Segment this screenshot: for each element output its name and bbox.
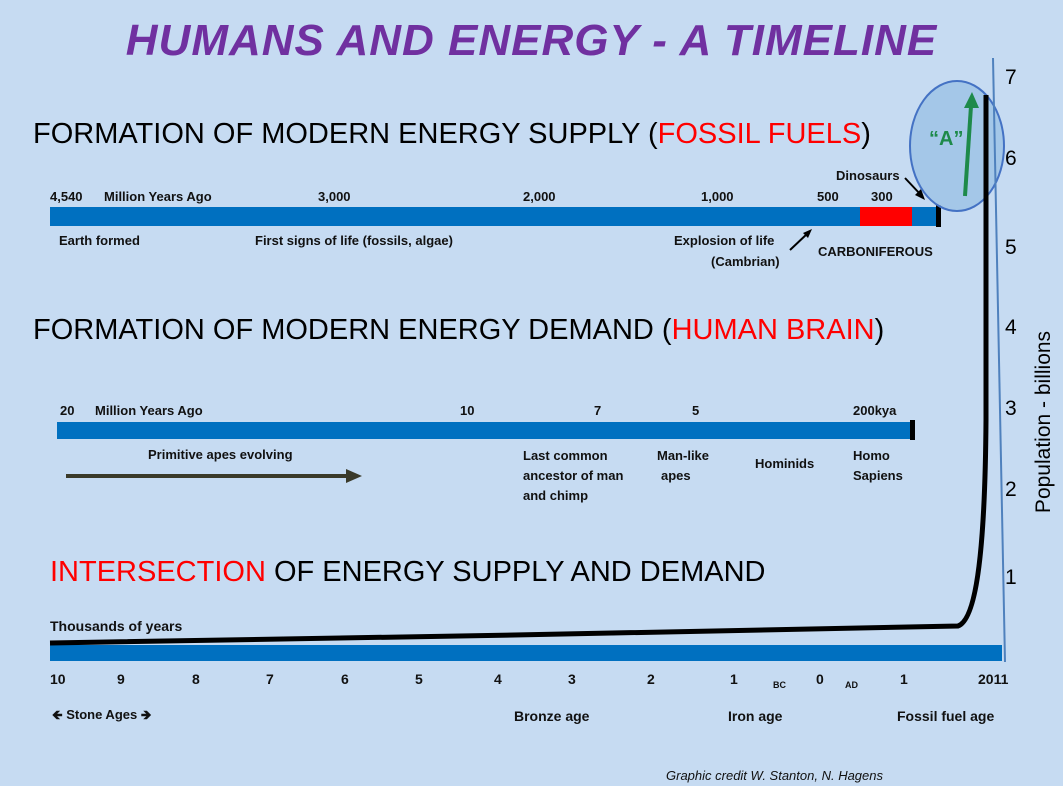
cambrian-arrow — [789, 229, 812, 251]
explosion-line2: (Cambrian) — [711, 254, 780, 269]
int-tick-4: 4 — [494, 671, 502, 687]
demand-heading-pre: FORMATION OF MODERN ENERGY DEMAND ( — [33, 314, 672, 346]
int-tick-0: 0 — [816, 671, 824, 687]
supply-tick-2000: 2,000 — [523, 189, 556, 204]
supply-tick-300: 300 — [871, 189, 893, 204]
supply-tick-500: 500 — [817, 189, 839, 204]
left-arrow-icon: 🡸 — [52, 707, 63, 722]
manlike-line2: apes — [661, 468, 691, 483]
population-axis-line — [992, 57, 1006, 663]
pop-tick-2: 2 — [1005, 478, 1017, 501]
last-common-line2: ancestor of man — [523, 468, 624, 483]
demand-tick-unit: Million Years Ago — [95, 403, 203, 418]
demand-heading-highlight: HUMAN BRAIN — [671, 314, 875, 346]
thousands-label: Thousands of years — [50, 618, 183, 634]
demand-tick-7: 7 — [594, 403, 602, 418]
homo-line2: Sapiens — [853, 468, 903, 483]
earth-formed-label: Earth formed — [59, 233, 140, 248]
primitive-apes-arrow — [66, 469, 362, 483]
callout-ellipse — [909, 80, 1005, 212]
supply-tick-unit: Million Years Ago — [104, 189, 212, 204]
carboniferous-label: CARBONIFEROUS — [818, 244, 933, 259]
supply-tick-4540: 4,540 — [50, 189, 83, 204]
pop-tick-3: 3 — [1005, 397, 1017, 420]
carboniferous-segment — [860, 207, 912, 226]
int-tick-1bc: 1 — [730, 671, 738, 687]
supply-timeline-bar — [50, 207, 940, 226]
int-tick-5: 5 — [415, 671, 423, 687]
int-tick-9: 9 — [117, 671, 125, 687]
primitive-apes-label: Primitive apes evolving — [148, 447, 293, 462]
supply-heading: FORMATION OF MODERN ENERGY SUPPLY (FOSSI… — [33, 118, 871, 151]
last-common-line3: and chimp — [523, 488, 589, 503]
pop-tick-5: 5 — [1005, 236, 1017, 259]
explosion-line1: Explosion of life — [674, 233, 775, 248]
homo-sapiens-label: Homo Sapiens — [853, 446, 903, 486]
last-common-ancestor-label: Last common ancestor of man and chimp — [523, 446, 623, 506]
demand-tick-5: 5 — [692, 403, 700, 418]
pop-tick-7: 7 — [1005, 66, 1017, 89]
stone-ages-text: Stone Ages — [66, 707, 138, 722]
int-tick-bc: BC — [773, 680, 786, 690]
demand-heading: FORMATION OF MODERN ENERGY DEMAND (HUMAN… — [33, 314, 884, 347]
supply-heading-highlight: FOSSIL FUELS — [657, 118, 862, 150]
intersection-heading-highlight: INTERSECTION — [50, 556, 266, 588]
int-tick-6: 6 — [341, 671, 349, 687]
pop-tick-1: 1 — [1005, 566, 1017, 589]
pop-tick-4: 4 — [1005, 316, 1017, 339]
int-tick-7: 7 — [266, 671, 274, 687]
int-tick-2: 2 — [647, 671, 655, 687]
dinosaurs-label: Dinosaurs — [836, 168, 900, 183]
demand-tick-200kya: 200kya — [853, 403, 897, 418]
callout-arrow-icon — [963, 92, 979, 197]
hominids-label: Hominids — [755, 456, 815, 471]
supply-tick-1000: 1,000 — [701, 189, 734, 204]
stone-ages-label: 🡸 Stone Ages 🡺 — [52, 706, 151, 728]
pop-tick-6: 6 — [1005, 147, 1017, 170]
callout-label: “A” — [929, 128, 964, 150]
intersection-heading-rest: OF ENERGY SUPPLY AND DEMAND — [265, 556, 766, 588]
demand-bar-end — [910, 420, 915, 440]
manlike-apes-label: Man-like apes — [657, 446, 709, 486]
manlike-line1: Man-like — [657, 448, 710, 463]
supply-heading-post: ) — [861, 118, 871, 150]
demand-heading-post: ) — [874, 314, 885, 346]
supply-tick-3000: 3,000 — [318, 189, 351, 204]
bronze-age-label: Bronze age — [514, 708, 590, 724]
dinosaurs-arrow — [904, 177, 925, 200]
int-tick-ad: AD — [845, 680, 858, 690]
demand-tick-10: 10 — [460, 403, 475, 418]
supply-heading-pre: FORMATION OF MODERN ENERGY SUPPLY ( — [33, 118, 658, 150]
fossil-fuel-age-label: Fossil fuel age — [897, 708, 995, 724]
iron-age-label: Iron age — [728, 708, 783, 724]
int-tick-1ad: 1 — [900, 671, 908, 687]
population-curve — [49, 95, 989, 646]
int-tick-2011: 2011 — [978, 671, 1009, 687]
supply-bar-end — [936, 205, 941, 227]
homo-line1: Homo — [853, 448, 890, 463]
right-arrow-icon: 🡺 — [140, 707, 152, 722]
demand-tick-20: 20 — [60, 403, 75, 418]
int-tick-10: 10 — [50, 671, 66, 687]
demand-timeline-bar — [57, 422, 910, 439]
population-axis-label: Population - billions — [1032, 330, 1055, 514]
first-life-label: First signs of life (fossils, algae) — [255, 233, 453, 248]
intersection-timeline-bar — [50, 645, 1002, 661]
page-title: HUMANS AND ENERGY - A TIMELINE — [125, 16, 938, 65]
intersection-heading: INTERSECTION OF ENERGY SUPPLY AND DEMAND — [50, 556, 765, 589]
int-tick-8: 8 — [192, 671, 200, 687]
last-common-line1: Last common — [523, 448, 608, 463]
graphic-credit: Graphic credit W. Stanton, N. Hagens — [666, 768, 884, 783]
int-tick-3: 3 — [568, 671, 576, 687]
